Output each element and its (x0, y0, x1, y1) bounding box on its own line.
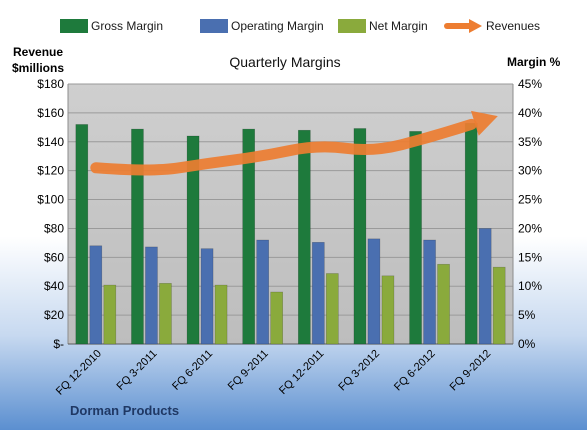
bar-net-margin-fq-9-2012 (492, 266, 506, 345)
left-axis: $- $20 $40 $60 $80 $100 $120 $140 $160 $180 (37, 77, 64, 351)
bar-operating-margin-fq-3-2012 (367, 238, 381, 345)
left-tick-label: $- (53, 337, 64, 351)
left-tick-label: $140 (37, 135, 64, 149)
bar-operating-margin-fq-12-2011 (312, 242, 325, 345)
left-tick-label: $100 (37, 193, 64, 207)
bar-operating-margin-fq-6-2011 (200, 248, 214, 345)
right-tick-label: 25% (518, 193, 542, 207)
category-label-fq-12-2010: FQ 12-2010 (54, 348, 104, 398)
bar-operating-margin-fq-9-2011 (256, 239, 269, 345)
category-label-fq-12-2011: FQ 12-2011 (277, 348, 326, 397)
bar-gross-margin-fq-3-2012 (353, 128, 367, 345)
left-axis-title-line-1: Revenue (13, 45, 63, 59)
left-tick-label: $20 (44, 308, 64, 322)
bar-net-margin-fq-6-2012 (437, 263, 450, 345)
category-label-fq-6-2012: FQ 6-2012 (392, 348, 438, 394)
left-tick-label: $40 (44, 279, 64, 293)
revenue-arrowhead (471, 110, 498, 136)
legend-swatch-revenues-arrowhead (469, 19, 482, 33)
bar-operating-margin-fq-12-2010 (89, 245, 103, 345)
bar-gross-margin-fq-9-2011 (242, 128, 255, 345)
legend-label-operating-margin: Operating Margin (231, 19, 324, 33)
category-label-fq-6-2011: FQ 6-2011 (170, 348, 215, 393)
left-tick-label: $120 (37, 164, 64, 178)
bar-net-margin-fq-3-2012 (381, 275, 395, 345)
right-axis-title: Margin % (507, 55, 561, 69)
bar-gross-margin-fq-12-2011 (298, 129, 311, 345)
legend-swatch-operating-margin (200, 19, 228, 33)
legend: Gross Margin Operating Margin Net Margin… (60, 19, 540, 33)
legend-swatch-gross-margin (60, 19, 88, 33)
right-axis: 0% 5% 10% 15% 20% 25% 30% 35% 40% 45% (518, 77, 542, 351)
left-axis-title-line-2: $millions (12, 61, 64, 75)
bars (75, 122, 506, 345)
category-label-fq-9-2012: FQ 9-2012 (448, 348, 494, 394)
right-tick-label: 0% (518, 337, 536, 351)
bar-net-margin-fq-12-2011 (326, 273, 339, 345)
revenue-line (90, 118, 477, 176)
bar-net-margin-fq-9-2011 (270, 291, 283, 345)
x-axis: FQ 12-2010 FQ 3-2011 FQ 6-2011 FQ 9-2011 FQ … (54, 348, 493, 398)
bar-gross-margin-fq-12-2010 (75, 124, 89, 345)
right-tick-label: 20% (518, 221, 542, 235)
left-tick-label: $160 (37, 106, 64, 120)
bar-net-margin-fq-6-2011 (214, 284, 228, 345)
bar-operating-margin-fq-3-2011 (145, 246, 158, 345)
right-tick-label: 40% (518, 106, 542, 120)
right-tick-label: 30% (518, 164, 542, 178)
legend-label-revenues: Revenues (486, 19, 540, 33)
category-label-fq-9-2011: FQ 9-2011 (226, 348, 271, 393)
left-tick-label: $80 (44, 221, 64, 235)
legend-label-net-margin: Net Margin (369, 19, 428, 33)
right-tick-label: 45% (518, 77, 542, 91)
left-tick-label: $60 (44, 250, 64, 264)
legend-label-gross-margin: Gross Margin (91, 19, 163, 33)
chart-title: Quarterly Margins (229, 54, 340, 70)
category-label-fq-3-2011: FQ 3-2011 (114, 348, 159, 393)
legend-swatch-net-margin (338, 19, 366, 33)
right-tick-label: 35% (518, 135, 542, 149)
category-label-fq-3-2012: FQ 3-2012 (336, 348, 382, 394)
bar-net-margin-fq-12-2010 (103, 284, 117, 345)
right-tick-label: 15% (518, 250, 542, 264)
bar-net-margin-fq-3-2011 (159, 283, 172, 345)
right-tick-label: 10% (518, 279, 542, 293)
bar-gross-margin-fq-6-2012 (409, 131, 422, 345)
right-tick-label: 5% (518, 308, 536, 322)
bar-gross-margin-fq-9-2012 (464, 122, 478, 345)
company-name: Dorman Products (70, 403, 179, 418)
bar-gross-margin-fq-6-2011 (186, 135, 200, 345)
bar-gross-margin-fq-3-2011 (131, 128, 144, 345)
revenue-trend (90, 110, 498, 176)
bar-operating-margin-fq-6-2012 (423, 239, 436, 345)
bar-operating-margin-fq-9-2012 (478, 228, 492, 345)
left-tick-label: $180 (37, 77, 64, 91)
